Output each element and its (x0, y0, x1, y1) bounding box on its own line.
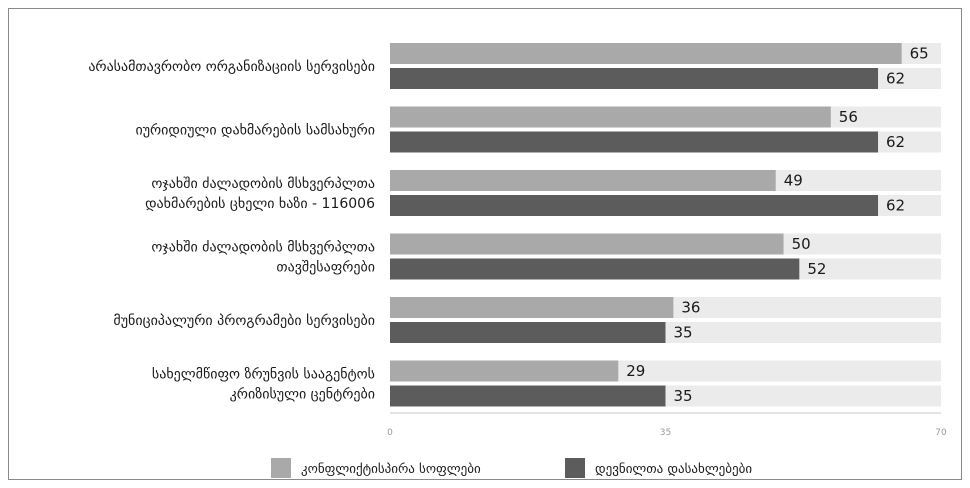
value-label: 36 (681, 299, 700, 317)
category-label: არასამთავრობო ორგანიზაციის სერვისები (88, 58, 375, 75)
value-label: 35 (674, 324, 693, 342)
legend-swatch (271, 458, 291, 478)
x-tick-label: 70 (935, 428, 947, 438)
legend-swatch (565, 458, 585, 478)
x-tick-label: 35 (660, 428, 671, 438)
bar-series-1 (390, 106, 831, 128)
bar-series-2 (390, 195, 879, 216)
bar-series-1 (390, 233, 784, 255)
chart-frame: 65 62 56 62 49 62 50 52 36 35 29 35 არასამთავრობო ო… (8, 8, 962, 480)
value-label: 65 (910, 45, 929, 63)
bar-series-2 (390, 131, 879, 153)
value-label: 62 (886, 70, 905, 88)
bar-series-2 (390, 385, 666, 407)
value-label: 62 (886, 133, 905, 151)
bar-series-1 (390, 170, 776, 191)
value-label: 50 (792, 235, 811, 253)
bar-series-2 (390, 68, 879, 89)
bar-chart: 65 62 56 62 49 62 50 52 36 35 29 35 არასამთავრობო ო… (88, 43, 947, 478)
category-label: სახელმწიფო ზრუნვის სააგენტოს კრიზისული ცე… (152, 366, 375, 403)
legend-label: კონფლიქტისპირა სოფლები (301, 462, 481, 477)
bar-series-1 (390, 43, 902, 64)
category-label: ოჯახში ძალადობის მსხვერპლთა დახმარების ცხ… (145, 175, 375, 212)
category-label: იურიდიული დახმარების სამსახური (135, 122, 375, 139)
bar-series-1 (390, 297, 674, 318)
value-label: 62 (886, 197, 905, 215)
value-label: 56 (839, 108, 858, 126)
bar-series-2 (390, 322, 666, 343)
x-tick-label: 0 (387, 428, 393, 438)
value-label: 49 (784, 172, 803, 190)
bar-series-1 (390, 360, 619, 382)
value-label: 35 (674, 387, 693, 405)
value-label: 29 (626, 362, 645, 380)
value-label: 52 (807, 260, 826, 278)
category-label: ოჯახში ძალადობის მსხვერპლთა თავშესაფრები (151, 239, 375, 276)
bar-series-2 (390, 258, 800, 280)
legend-label: დევნილთა დასახლებები (595, 462, 752, 477)
category-label: მუნიციპალური პროგრამები სერვისები (113, 312, 375, 329)
